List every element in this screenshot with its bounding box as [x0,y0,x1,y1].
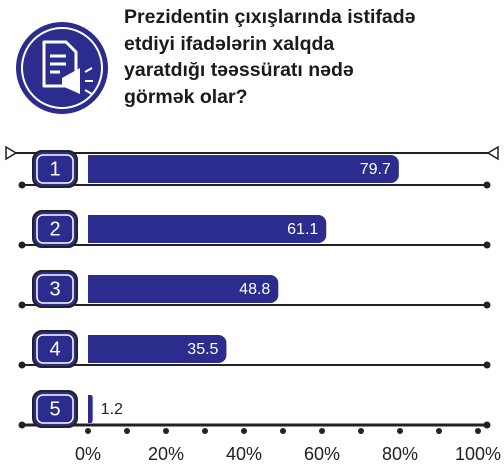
badge [32,330,78,368]
row-dot [18,301,26,309]
bar [87,215,327,243]
row-dot [483,301,491,309]
category-label: 2 [49,218,60,240]
bar [88,275,279,303]
x-tick [241,428,247,434]
minor-dot [202,428,208,434]
x-tick-label: 80% [382,444,418,464]
badge [32,150,78,188]
x-tick [85,428,91,434]
badge [32,210,78,248]
row-dot [483,361,491,369]
minor-dot [280,428,286,434]
category-label: 1 [49,158,60,180]
row-dot [18,181,26,189]
x-tick [163,428,169,434]
minor-dot [436,428,442,434]
row-dot [18,241,26,249]
value-label: 79.7 [360,161,391,178]
x-tick [475,428,481,434]
badge [32,270,78,308]
x-tick-label: 20% [148,444,184,464]
x-tick-label: 40% [226,444,262,464]
row-dot [483,241,491,249]
badge-inner [36,334,74,364]
value-label: 35.5 [187,341,218,358]
category-label: 4 [49,338,60,360]
row-dot [18,421,26,429]
bar [88,155,399,183]
row-dot [483,421,491,429]
chart-title: Prezidentin çıxışlarında istifadə etdiyi… [124,6,416,108]
value-label: 61.1 [287,221,318,238]
x-tick-label: 0% [75,444,101,464]
category-label: 5 [49,398,60,420]
badge [32,390,78,428]
row-dot [483,181,491,189]
value-label: 1.2 [101,401,123,418]
x-tick-label: 100% [455,444,501,464]
divider [5,145,499,161]
badge-inner [36,394,74,424]
bar [88,335,227,363]
category-label: 3 [49,278,60,300]
x-tick-label: 60% [304,444,340,464]
bar [88,395,93,423]
icon [16,22,108,114]
badge-inner [36,214,74,244]
value-label: 48.8 [239,281,270,298]
badge-inner [36,154,74,184]
row-dot [18,361,26,369]
x-tick [319,428,325,434]
minor-dot [358,428,364,434]
badge-inner [36,274,74,304]
x-tick [397,428,403,434]
minor-dot [124,428,130,434]
